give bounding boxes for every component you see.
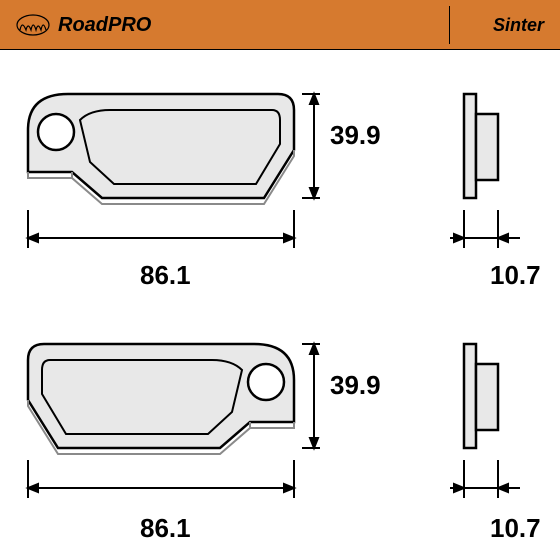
dim-thick-top: 10.7	[490, 260, 541, 291]
brand-suffix: PRO	[108, 14, 151, 36]
brand: RoadPRO	[16, 14, 151, 37]
logo-icon	[16, 14, 50, 36]
pad-top-front	[20, 80, 320, 260]
product-line: Sinter	[493, 15, 544, 36]
pad-bottom-side	[450, 330, 530, 510]
dim-thick-bot: 10.7	[490, 513, 541, 544]
dim-height-bot: 39.9	[330, 370, 381, 401]
diagram-area: 39.9 86.1 10.7 39.9 86.1 10.7	[0, 50, 560, 560]
header: RoadPRO Sinter	[0, 0, 560, 50]
brand-prefix: Road	[58, 14, 108, 36]
brand-text: RoadPRO	[58, 14, 151, 37]
dim-width-bot: 86.1	[140, 513, 191, 544]
dim-height-top: 39.9	[330, 120, 381, 151]
header-divider	[449, 6, 450, 44]
pad-bottom-front	[20, 330, 320, 510]
pad-top-side	[450, 80, 530, 260]
dim-width-top: 86.1	[140, 260, 191, 291]
